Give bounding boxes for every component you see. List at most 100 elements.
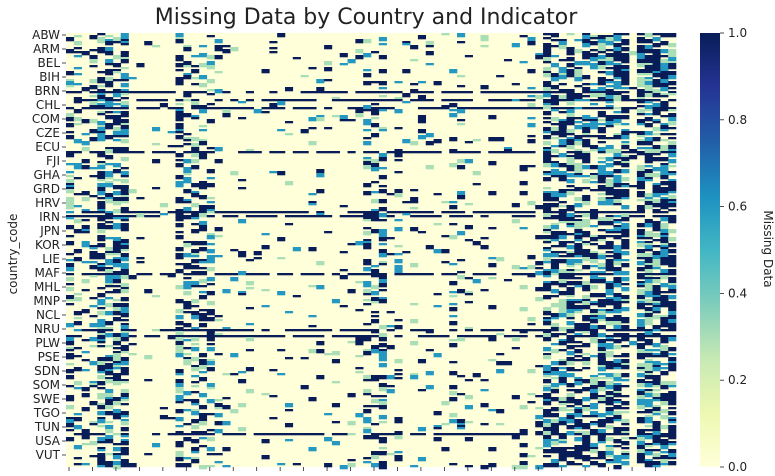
heatmap-cell: [636, 231, 646, 236]
heatmap-cell: [120, 67, 129, 70]
heatmap-cell: [66, 417, 75, 420]
heatmap-cell: [97, 441, 106, 444]
heatmap-cell: [605, 145, 614, 150]
heatmap-cell: [605, 301, 614, 306]
heatmap-cell: [394, 227, 403, 232]
heatmap-cell: [136, 151, 145, 154]
heatmap-cell: [574, 139, 583, 142]
heatmap-cell: [644, 311, 653, 314]
heatmap-cell: [112, 123, 122, 126]
heatmap-cell: [175, 321, 184, 326]
heatmap-cell: [355, 329, 364, 332]
heatmap-cell: [574, 349, 583, 354]
heatmap-cell: [621, 135, 630, 140]
heatmap-cell: [605, 351, 614, 354]
heatmap-cell: [308, 215, 317, 218]
heatmap-cell: [300, 273, 309, 276]
heatmap-cell: [652, 365, 661, 368]
heatmap-cell: [66, 341, 75, 346]
heatmap-cell: [589, 119, 599, 122]
heatmap-cell: [621, 49, 630, 52]
heatmap-cell: [511, 91, 520, 94]
heatmap-cell: [566, 305, 575, 310]
heatmap-cell: [574, 125, 583, 130]
heatmap-cell: [566, 91, 575, 94]
heatmap-cell: [167, 211, 176, 214]
heatmap-cell: [214, 99, 223, 102]
heatmap-cell: [550, 429, 559, 434]
heatmap-cell: [660, 229, 669, 234]
heatmap-cell: [597, 41, 606, 44]
heatmap-cell: [120, 39, 129, 42]
heatmap-cell: [214, 255, 223, 258]
heatmap-cell: [245, 367, 254, 372]
heatmap-cell: [636, 379, 646, 384]
heatmap-cell: [621, 143, 630, 146]
heatmap-cell: [597, 91, 606, 94]
heatmap-cell: [566, 425, 575, 430]
heatmap-cell: [605, 191, 614, 196]
heatmap-cell: [81, 229, 90, 232]
heatmap-cell: [441, 235, 450, 238]
heatmap-cell: [175, 111, 184, 114]
heatmap-cell: [558, 231, 567, 234]
heatmap-cell: [621, 223, 630, 226]
heatmap-cell: [105, 183, 114, 188]
heatmap-cell: [660, 225, 669, 230]
heatmap-cell: [112, 311, 122, 316]
heatmap-cell: [206, 331, 215, 336]
heatmap-cell: [378, 447, 387, 450]
heatmap-cell: [198, 221, 208, 226]
heatmap-cell: [457, 123, 466, 126]
heatmap-cell: [660, 393, 669, 396]
heatmap-cell: [644, 279, 653, 284]
heatmap-cell: [73, 215, 82, 218]
heatmap-cell: [644, 81, 653, 86]
heatmap-cell: [120, 207, 129, 210]
heatmap-cell: [589, 445, 599, 448]
heatmap-cell: [550, 289, 559, 294]
heatmap-cell: [496, 333, 505, 336]
heatmap-cell: [66, 395, 75, 398]
heatmap-cell: [120, 195, 129, 198]
heatmap-cell: [198, 63, 208, 68]
heatmap-cell: [449, 263, 458, 266]
heatmap-cell: [644, 63, 653, 66]
heatmap-cell: [543, 347, 552, 352]
heatmap-cell: [363, 141, 372, 146]
heatmap-cell: [582, 199, 591, 202]
heatmap-cell: [394, 417, 403, 422]
heatmap-cell: [589, 209, 599, 214]
heatmap-cell: [652, 223, 661, 226]
heatmap-cell: [120, 349, 129, 352]
heatmap-cell: [668, 307, 677, 312]
heatmap-cell: [331, 273, 341, 276]
heatmap-cell: [613, 339, 622, 344]
heatmap-cell: [605, 79, 614, 82]
heatmap-cell: [668, 263, 677, 268]
heatmap-cell: [175, 327, 184, 332]
heatmap-cell: [363, 73, 372, 78]
heatmap-cell: [668, 201, 677, 204]
heatmap-cell: [488, 337, 497, 342]
heatmap-cell: [543, 61, 552, 64]
heatmap-cell: [175, 63, 184, 66]
heatmap-cell: [636, 301, 646, 304]
heatmap-cell: [644, 465, 653, 468]
heatmap-cell: [363, 227, 372, 230]
heatmap-cell: [198, 323, 208, 328]
heatmap-cell: [644, 219, 653, 224]
heatmap-cell: [636, 347, 646, 350]
heatmap-cell: [120, 215, 129, 218]
heatmap-cell: [660, 445, 669, 450]
heatmap-cell: [472, 107, 481, 110]
heatmap-cell: [112, 111, 122, 114]
heatmap-cell: [175, 123, 184, 126]
heatmap-cell: [97, 243, 106, 248]
heatmap-cell: [198, 335, 208, 338]
heatmap-cell: [566, 413, 575, 416]
heatmap-cell: [605, 461, 614, 464]
heatmap-cell: [574, 153, 583, 156]
heatmap-cell: [417, 91, 427, 94]
heatmap-cell: [66, 113, 75, 118]
